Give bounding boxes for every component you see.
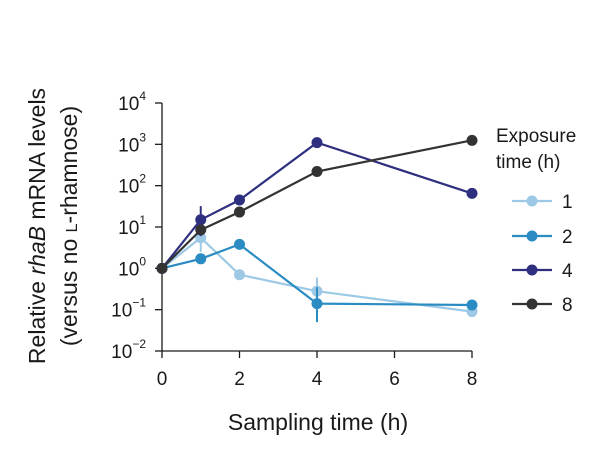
data-point [156, 262, 168, 274]
x-axis-title: Sampling time (h) [228, 409, 408, 435]
x-tick-label: 8 [467, 369, 478, 390]
data-point [234, 269, 245, 281]
x-tick-label: 4 [312, 369, 323, 390]
data-point [195, 214, 207, 226]
chart-axes: 104 103 102 101 100 10−1 10−2 0 2 4 6 8 [111, 89, 477, 390]
series-4 [156, 137, 478, 274]
data-point [466, 187, 478, 199]
data-point [234, 194, 245, 206]
data-point [311, 137, 323, 149]
y-tick-label: 103 [118, 130, 146, 156]
y-axis-title: Relative rhaB mRNA levels (versus no L-r… [24, 88, 82, 364]
legend-title-line2: time (h) [496, 152, 560, 173]
y-axis-title-gene: rhaB [24, 226, 50, 275]
y-axis-subtitle-prefix: (versus no [56, 232, 82, 346]
data-point [195, 253, 207, 265]
legend-label: 2 [562, 227, 573, 248]
chart-legend: 1 2 4 8 [512, 192, 573, 316]
x-tick-label: 2 [234, 369, 245, 390]
y-axis-title-prefix: Relative [24, 275, 50, 364]
y-tick-label: 10−2 [111, 337, 146, 363]
y-tick-label: 102 [118, 172, 146, 198]
series-8 [156, 134, 478, 274]
y-tick-label: 104 [118, 89, 146, 115]
legend-swatch-marker [526, 230, 538, 242]
legend-label: 1 [562, 192, 573, 213]
series-line [161, 139, 473, 270]
data-point [466, 134, 478, 146]
y-tick-label: 10−1 [111, 296, 146, 322]
data-point [195, 232, 207, 244]
svg-text:Relative rhaB mRNA levels: Relative rhaB mRNA levels [24, 88, 50, 364]
data-point [234, 238, 245, 250]
x-tick-label: 6 [389, 369, 400, 390]
y-axis-title-suffix: mRNA levels [24, 88, 50, 226]
legend-swatch-marker [526, 195, 538, 207]
legend-label: 8 [562, 295, 573, 316]
data-point [311, 166, 323, 178]
svg-text:(versus no L-rhamnose): (versus no L-rhamnose) [56, 106, 82, 346]
x-tick-label: 0 [157, 369, 168, 390]
legend-swatch-marker [526, 298, 538, 310]
legend-swatch-marker [526, 264, 538, 276]
data-point [466, 299, 478, 311]
y-axis-subtitle-smallcaps: L [64, 223, 81, 232]
data-point [195, 224, 207, 236]
series-line [161, 141, 473, 269]
y-axis-subtitle-suffix: -rhamnose) [56, 106, 82, 224]
chart-series [156, 134, 478, 323]
y-tick-label: 100 [118, 254, 146, 280]
legend-title-line1: Exposure [496, 126, 576, 147]
y-tick-label: 101 [118, 213, 146, 239]
legend-label: 4 [562, 261, 573, 282]
data-point [311, 298, 323, 310]
data-point [234, 206, 245, 218]
